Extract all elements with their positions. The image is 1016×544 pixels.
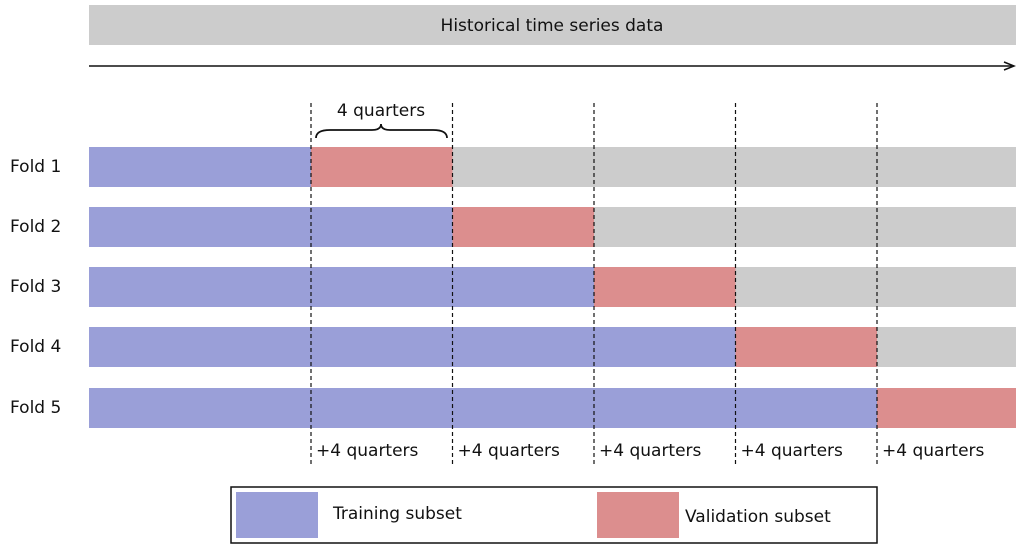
fold-label: Fold 2 bbox=[10, 217, 61, 237]
legend-swatch-training bbox=[236, 492, 318, 538]
fold-label: Fold 3 bbox=[10, 277, 61, 297]
validation-segment bbox=[735, 327, 877, 367]
fold-label: Fold 5 bbox=[10, 398, 61, 418]
unused-segment bbox=[452, 147, 1016, 187]
training-segment bbox=[89, 327, 736, 367]
training-segment bbox=[89, 267, 594, 307]
increment-label: +4 quarters bbox=[882, 441, 985, 461]
legend-box bbox=[230, 486, 878, 544]
training-segment bbox=[89, 147, 311, 187]
unused-segment bbox=[594, 207, 1016, 247]
brace-label: 4 quarters bbox=[337, 101, 425, 121]
brace bbox=[315, 123, 448, 139]
validation-segment bbox=[311, 147, 453, 187]
folds: Fold 1 Fold 2 Fold 3 Fold 4 Fold 5 bbox=[10, 147, 1016, 428]
increment-label: +4 quarters bbox=[316, 441, 419, 461]
legend-swatch-validation bbox=[597, 492, 679, 538]
unused-segment bbox=[735, 267, 1016, 307]
legend-label: Training subset bbox=[332, 504, 462, 524]
fold-label: Fold 1 bbox=[10, 157, 61, 177]
dividers: +4 quarters +4 quarters +4 quarters +4 quar… bbox=[310, 103, 985, 467]
validation-segment bbox=[877, 388, 1016, 428]
header-title: Historical time series data bbox=[441, 16, 664, 36]
training-segment bbox=[89, 207, 453, 247]
fold-label: Fold 4 bbox=[10, 337, 61, 357]
increment-label: +4 quarters bbox=[458, 441, 561, 461]
validation-segment bbox=[452, 207, 594, 247]
validation-segment bbox=[594, 267, 736, 307]
header-bar bbox=[89, 5, 1016, 45]
training-segment bbox=[89, 388, 877, 428]
time-arrowhead bbox=[1003, 61, 1016, 71]
unused-segment bbox=[877, 327, 1016, 367]
legend-label: Validation subset bbox=[685, 507, 831, 527]
increment-label: +4 quarters bbox=[599, 441, 702, 461]
increment-label: +4 quarters bbox=[741, 441, 844, 461]
